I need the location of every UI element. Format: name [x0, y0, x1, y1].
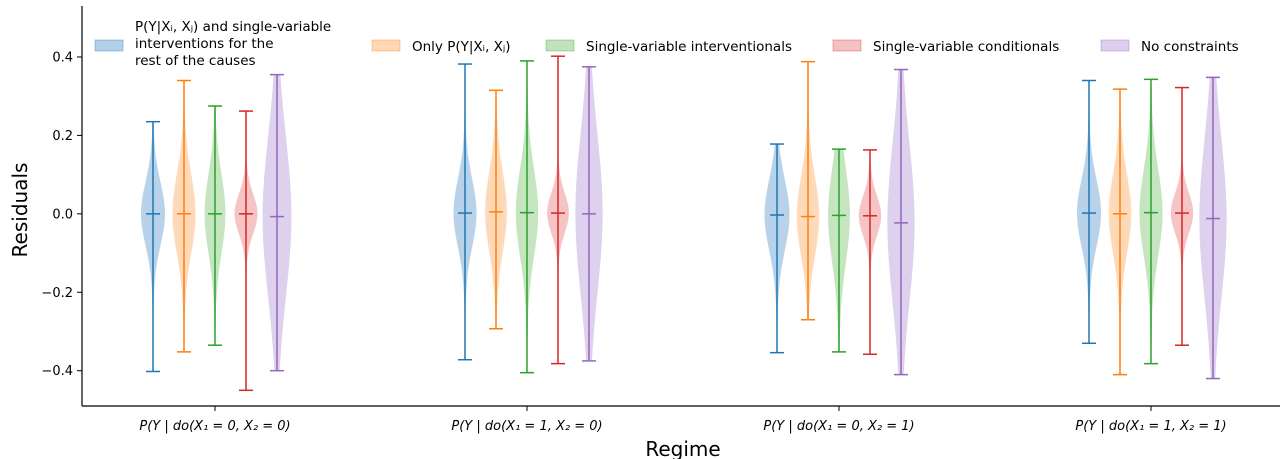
- violin-3-regime-1: [204, 105, 226, 346]
- violin-1-regime-4: [1077, 79, 1101, 345]
- legend-swatch: [371, 39, 401, 52]
- legend-entry-5: No constraints: [1100, 39, 1239, 55]
- y-tick-label: 0.2: [52, 129, 73, 144]
- axes: −0.4 −0.2 0.0 0.2 0.4 P(Y | do(X₁ = 0, X₂ = 0…: [41, 6, 1280, 434]
- violin-2-regime-2: [485, 89, 507, 330]
- legend-label: Single-variable conditionals: [873, 39, 1059, 55]
- legend: P(Y|Xᵢ, Xⱼ) and single-variable interven…: [94, 19, 1239, 69]
- y-tick-label: 0.4: [52, 50, 73, 65]
- legend-entry-1: P(Y|Xᵢ, Xⱼ) and single-variable interven…: [94, 19, 331, 69]
- legend-swatch: [545, 39, 575, 52]
- violin-4-regime-3: [858, 149, 882, 355]
- y-tick-label: −0.2: [41, 286, 73, 301]
- legend-swatch: [832, 39, 862, 52]
- violin-5-regime-1: [262, 73, 292, 372]
- violin-marks: [141, 55, 1227, 392]
- violin-4-regime-1: [234, 110, 258, 392]
- legend-entry-3: Single-variable interventionals: [545, 39, 792, 55]
- legend-entry-4: Single-variable conditionals: [832, 39, 1059, 55]
- legend-swatch: [94, 39, 124, 52]
- legend-label: P(Y|Xᵢ, Xⱼ) and single-variable: [135, 19, 331, 35]
- violin-3-regime-4: [1139, 78, 1163, 365]
- violin-2-regime-1: [172, 79, 196, 353]
- x-axis-title: Regime: [645, 437, 720, 459]
- legend-swatch: [1100, 39, 1130, 52]
- violin-2-regime-3: [796, 60, 820, 321]
- legend-label: Only P(Y|Xᵢ, Xⱼ): [412, 39, 511, 55]
- x-tick-label: P(Y | do(X₁ = 1, X₂ = 1): [1075, 419, 1226, 434]
- x-tick-label: P(Y | do(X₁ = 1, X₂ = 0): [451, 419, 602, 434]
- violin-1-regime-2: [453, 63, 477, 361]
- y-tick-label: 0.0: [52, 207, 73, 222]
- legend-label: interventions for the: [135, 36, 274, 52]
- x-tick-label: P(Y | do(X₁ = 0, X₂ = 0): [139, 419, 290, 434]
- violin-1-regime-1: [141, 120, 165, 373]
- violin-4-regime-4: [1170, 86, 1194, 346]
- y-axis-title: Residuals: [8, 163, 32, 258]
- legend-label: rest of the causes: [135, 53, 256, 69]
- violin-3-regime-3: [828, 148, 850, 353]
- x-tick-label: P(Y | do(X₁ = 0, X₂ = 1): [763, 419, 914, 434]
- violin-1-regime-3: [764, 143, 790, 354]
- violin-5-regime-4: [1199, 76, 1227, 380]
- y-tick-label: −0.4: [41, 364, 73, 379]
- violin-5-regime-3: [887, 68, 915, 376]
- legend-label: No constraints: [1141, 39, 1239, 55]
- violin-3-regime-2: [515, 60, 539, 374]
- legend-label: Single-variable interventionals: [586, 39, 792, 55]
- violin-2-regime-4: [1108, 88, 1132, 376]
- violin-4-regime-2: [547, 55, 569, 365]
- violin-5-regime-2: [575, 66, 603, 362]
- legend-entry-2: Only P(Y|Xᵢ, Xⱼ): [371, 39, 511, 55]
